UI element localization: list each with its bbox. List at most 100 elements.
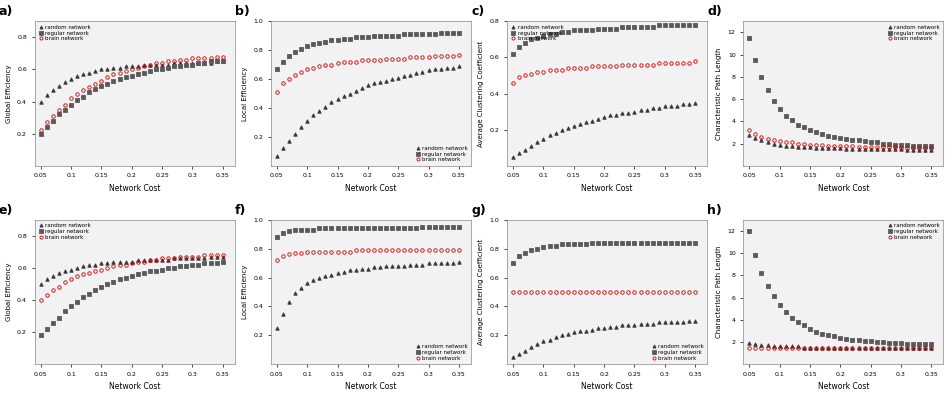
brain network [519, 290, 530, 295]
random network [513, 352, 525, 357]
brain network [211, 54, 222, 59]
random network [211, 254, 222, 259]
brain network [374, 248, 385, 252]
random network [65, 77, 77, 81]
random network [635, 322, 646, 326]
random network [356, 266, 367, 271]
regular network [907, 143, 919, 148]
brain network [78, 272, 89, 277]
regular network [659, 241, 670, 245]
brain network [810, 345, 822, 350]
Line: regular network: regular network [39, 60, 224, 135]
Y-axis label: Average Clustering Coefficient: Average Clustering Coefficient [478, 239, 484, 345]
random network [344, 91, 355, 96]
random network [610, 113, 622, 118]
regular network [157, 67, 168, 72]
brain network [386, 56, 398, 61]
random network [447, 65, 458, 70]
brain network [381, 248, 392, 252]
X-axis label: Network Cost: Network Cost [345, 184, 397, 193]
random network [41, 93, 52, 98]
random network [834, 345, 846, 350]
brain network [755, 345, 767, 350]
random network [823, 345, 834, 350]
brain network [580, 290, 591, 295]
regular network [89, 288, 101, 293]
brain network [629, 62, 641, 67]
regular network [284, 229, 295, 234]
random network [363, 83, 374, 87]
regular network [132, 272, 143, 277]
brain network [374, 58, 385, 63]
regular network [59, 107, 70, 112]
brain network [549, 290, 561, 295]
brain network [744, 128, 755, 133]
regular network [59, 309, 70, 314]
regular network [139, 70, 150, 75]
random network [538, 339, 549, 343]
regular network [435, 31, 446, 35]
random network [132, 64, 143, 69]
regular network [404, 32, 416, 37]
brain network [853, 345, 865, 350]
Y-axis label: Local Efficiency: Local Efficiency [242, 66, 248, 121]
random network [580, 329, 591, 333]
brain network [847, 143, 858, 148]
regular network [580, 28, 591, 33]
brain network [683, 60, 695, 65]
regular network [774, 303, 786, 308]
Line: regular network: regular network [275, 225, 460, 239]
random network [393, 264, 404, 268]
brain network [386, 248, 398, 252]
brain network [441, 54, 453, 58]
random network [762, 140, 773, 145]
regular network [368, 33, 380, 38]
random network [653, 320, 664, 325]
brain network [150, 61, 161, 66]
random network [884, 147, 895, 152]
regular network [132, 72, 143, 77]
random network [386, 77, 398, 81]
random network [786, 344, 797, 349]
regular network [314, 226, 326, 231]
regular network [920, 342, 931, 347]
random network [441, 65, 453, 70]
regular network [289, 227, 301, 232]
regular network [47, 118, 59, 123]
brain network [295, 69, 307, 74]
X-axis label: Network Cost: Network Cost [582, 184, 633, 193]
regular network [519, 40, 530, 45]
brain network [47, 288, 59, 293]
random network [647, 106, 659, 110]
regular network [859, 139, 870, 144]
regular network [271, 235, 283, 239]
random network [71, 73, 83, 78]
regular network [175, 264, 186, 269]
brain network [689, 59, 700, 64]
brain network [786, 140, 797, 145]
brain network [605, 64, 616, 69]
regular network [139, 270, 150, 275]
regular network [907, 342, 919, 347]
random network [350, 268, 362, 273]
random network [841, 147, 852, 152]
regular network [320, 39, 331, 44]
random network [338, 94, 349, 99]
random network [526, 345, 537, 349]
regular network [689, 241, 700, 245]
brain network [865, 145, 876, 149]
regular network [47, 320, 59, 325]
Line: random network: random network [512, 319, 697, 359]
brain network [859, 345, 870, 350]
regular network [84, 291, 95, 296]
regular network [841, 137, 852, 141]
brain network [120, 262, 131, 267]
brain network [671, 60, 682, 65]
random network [169, 61, 180, 66]
random network [89, 69, 101, 73]
regular network [810, 130, 822, 135]
random network [417, 69, 428, 74]
brain network [96, 267, 107, 272]
brain network [393, 248, 404, 252]
regular network [568, 28, 580, 33]
